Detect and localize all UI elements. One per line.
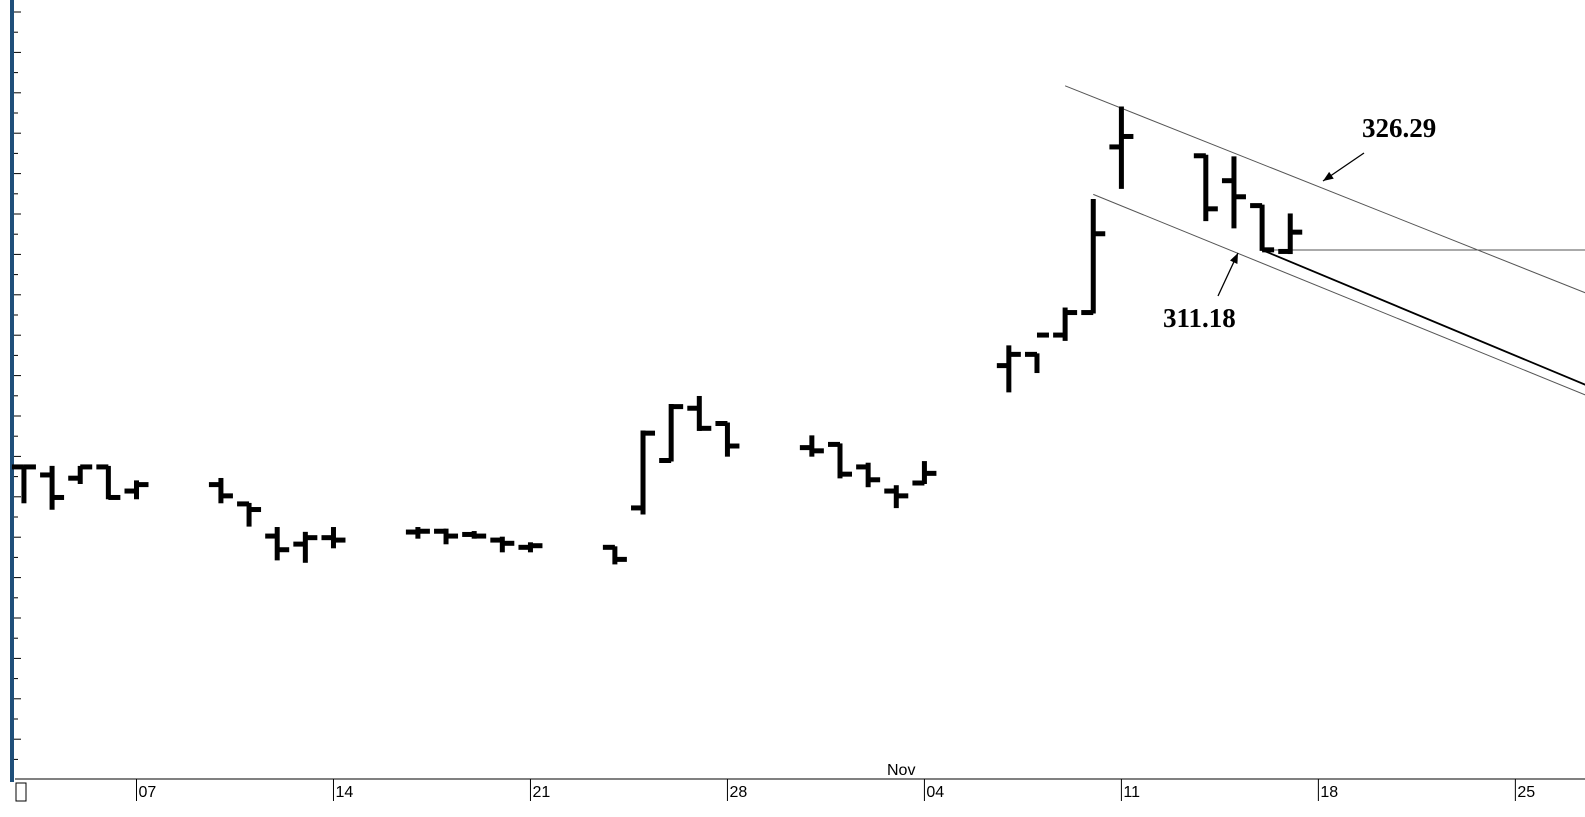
month-label: Nov	[887, 762, 915, 779]
ohlc-bar	[1221, 156, 1246, 229]
trendlines	[1064, 85, 1585, 396]
ohlc-bar	[1193, 153, 1218, 222]
ohlc-bar	[1278, 213, 1303, 255]
ohlc-bar	[1024, 332, 1049, 374]
ohlc-bar	[321, 527, 346, 549]
ohlc-bar	[996, 345, 1021, 393]
trendline	[1261, 249, 1585, 386]
ohlc-bar	[462, 531, 487, 539]
x-tick-label: 04	[926, 784, 944, 801]
ohlc-bar	[856, 462, 881, 488]
x-axis: Nov 07 14 21 28 04 11 18 25	[15, 762, 1585, 802]
ohlc-bar	[237, 501, 262, 527]
trendline	[1064, 85, 1585, 294]
ohlc-bar	[11, 464, 36, 504]
x-tick-label: 21	[532, 784, 550, 801]
ohlc-bar	[96, 464, 121, 500]
x-tick-label: 07	[139, 784, 157, 801]
x-tick-label: 25	[1517, 784, 1535, 801]
ohlc-bar	[659, 404, 684, 463]
ohlc-bar	[293, 531, 318, 563]
x-tick-label: 11	[1123, 784, 1140, 801]
ohlc-bar	[124, 480, 149, 500]
x-tick-label: 18	[1320, 784, 1338, 801]
ohlc-bars	[11, 106, 1303, 565]
annotation-arrow-upper-head	[1323, 171, 1334, 181]
ohlc-bar	[1109, 106, 1134, 189]
left-axis-bar	[10, 0, 14, 782]
ohlc-bar	[631, 430, 656, 515]
ohlc-bar	[828, 441, 852, 479]
ohlc-bar	[602, 544, 627, 565]
ohlc-bar	[40, 465, 65, 510]
x-axis-scroll-box	[15, 782, 27, 802]
annotation-label-lower: 311.18	[1163, 303, 1236, 333]
trendline	[1093, 193, 1585, 396]
ohlc-bar	[518, 542, 543, 553]
ohlc-bar	[405, 527, 430, 539]
ohlc-bar	[884, 485, 909, 509]
ohlc-bar	[912, 461, 937, 486]
ohlc-bar	[687, 395, 712, 431]
ohlc-bar	[490, 536, 515, 553]
annotation-label-upper: 326.29	[1362, 113, 1436, 143]
ohlc-bar	[68, 464, 93, 484]
annotation-arrow-lower-head	[1229, 253, 1238, 264]
ohlc-bar	[265, 527, 290, 561]
x-tick-label: 28	[729, 784, 747, 801]
ohlc-bar	[799, 435, 824, 457]
ohlc-bar	[1081, 198, 1106, 316]
price-annotations: 326.29 311.18	[1163, 113, 1436, 333]
ohlc-bar	[715, 421, 740, 457]
ohlc-bar	[1053, 307, 1078, 341]
ohlc-bar	[1250, 203, 1275, 253]
x-tick-label: 14	[335, 784, 353, 801]
ohlc-bar	[208, 477, 233, 504]
ohlc-bar	[434, 528, 459, 545]
left-axis	[10, 0, 21, 782]
